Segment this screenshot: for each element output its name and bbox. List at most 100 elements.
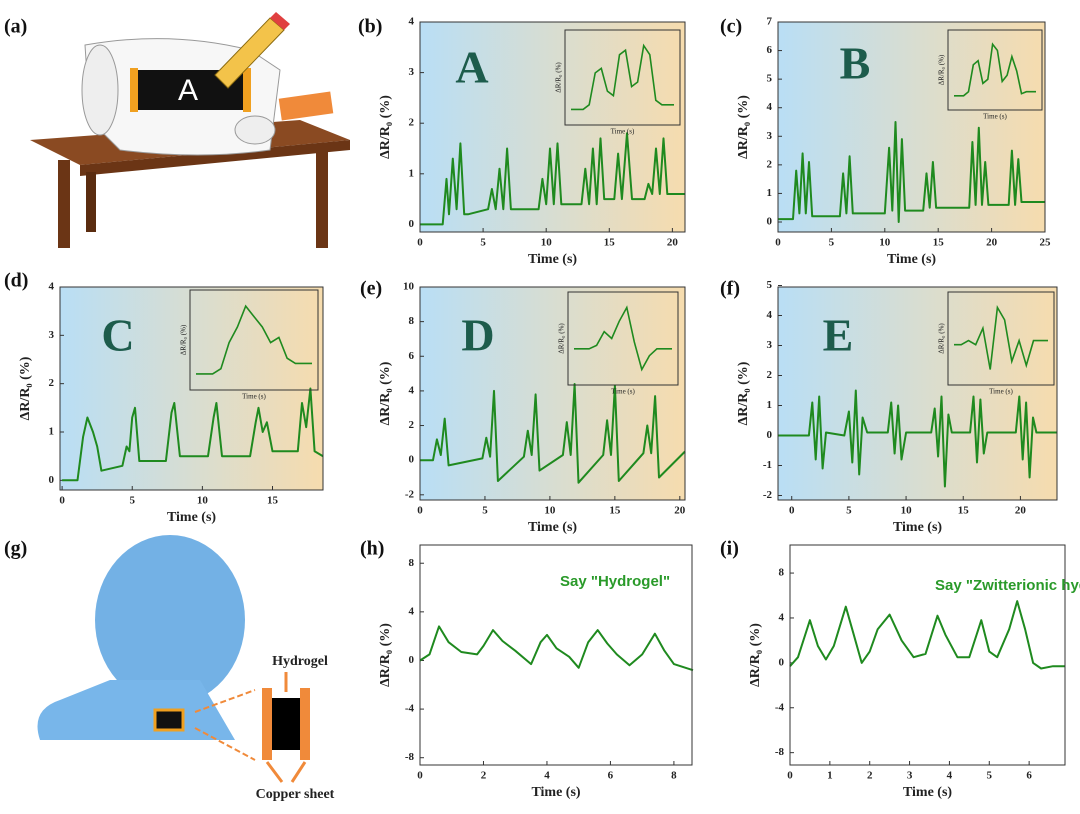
copper-sheet: [300, 688, 310, 760]
y-tick-label: 3: [409, 66, 415, 78]
arrow: [265, 761, 307, 783]
y-tick-label: -8: [775, 746, 785, 758]
x-tick-label: 8: [671, 770, 677, 782]
x-axis-label: Time (s): [528, 252, 577, 267]
x-tick-label: 5: [482, 505, 488, 517]
x-tick-label: 15: [267, 495, 279, 507]
annotation: Say "Hydrogel": [560, 573, 670, 590]
x-tick-label: 6: [608, 770, 614, 782]
panel-label: (c): [720, 16, 742, 38]
y-tick-label: -8: [405, 751, 415, 763]
x-tick-label: 5: [829, 237, 835, 249]
y-tick-label: -4: [775, 701, 785, 713]
plot-area: [420, 545, 692, 765]
panel-label: (d): [4, 270, 28, 292]
hydrogel-label: Hydrogel: [272, 654, 328, 669]
y-tick-label: -1: [763, 459, 772, 471]
inset-x-label: Time (s): [611, 388, 635, 396]
x-tick-label: 10: [544, 505, 556, 517]
annotation: B: [840, 38, 871, 89]
inset-line: [571, 43, 674, 111]
panel-label: (h): [360, 538, 384, 560]
y-tick-label: 5: [767, 73, 773, 85]
x-tick-label: 0: [417, 505, 423, 517]
neck-model: [37, 680, 235, 740]
x-tick-label: 0: [417, 770, 423, 782]
y-tick-label: 8: [409, 557, 415, 569]
x-tick-label: 2: [867, 770, 873, 782]
y-tick-label: 2: [767, 369, 773, 381]
x-tick-label: 10: [541, 237, 553, 249]
y-axis-label: ΔR/R₀ (%): [378, 361, 393, 425]
scroll-roll: [234, 115, 276, 145]
plot-frame: [419, 21, 686, 233]
x-tick-label: 0: [59, 495, 65, 507]
inset-y-label: ΔR/R₀ (%): [938, 54, 946, 85]
inset-frame: [947, 29, 1043, 111]
y-tick-label: 8: [779, 567, 785, 579]
plot-frame: [419, 544, 693, 766]
x-tick-label: 15: [609, 505, 621, 517]
x-tick-label: 5: [987, 770, 993, 782]
y-tick-label: 6: [409, 350, 415, 362]
panel-label: (g): [4, 538, 27, 560]
inset-x-label: Time (s): [611, 128, 635, 136]
annotation: D: [461, 310, 494, 361]
copper-sheet: [130, 68, 138, 112]
y-tick-label: 2: [767, 158, 773, 170]
x-tick-label: 2: [481, 770, 487, 782]
inset-frame: [189, 289, 319, 391]
illustration-g: (g) Hydrogel Copper sheet: [4, 535, 335, 802]
plot-frame: [777, 21, 1046, 233]
y-tick-label: 2: [409, 117, 415, 129]
inset-y-label: ΔR/R₀ (%): [555, 62, 563, 93]
y-tick-label: 3: [49, 329, 55, 341]
plot-area: [778, 287, 1057, 500]
x-tick-label: 3: [907, 770, 913, 782]
panel-label: (f): [720, 278, 740, 300]
inset-line: [954, 42, 1036, 97]
y-tick-label: 0: [409, 218, 415, 230]
panel-label: (e): [360, 278, 382, 300]
table-edge: [80, 140, 350, 176]
copper-sheet: [262, 688, 272, 760]
callout: [194, 689, 256, 761]
y-tick-label: 10: [403, 281, 415, 293]
y-tick-label: 2: [409, 419, 415, 431]
x-tick-label: 15: [604, 237, 616, 249]
x-tick-label: 0: [417, 237, 423, 249]
y-axis-label: ΔR/R₀ (%): [748, 623, 763, 687]
x-axis-label: Time (s): [167, 510, 216, 525]
inset-y-label: ΔR/R₀ (%): [180, 324, 188, 355]
y-tick-label: 2: [49, 377, 55, 389]
inset-x-label: Time (s): [242, 393, 266, 401]
y-tick-label: 3: [767, 339, 773, 351]
x-axis-label: Time (s): [887, 252, 936, 267]
x-tick-label: 20: [674, 505, 686, 517]
y-tick-label: 6: [767, 44, 773, 56]
y-tick-label: 1: [409, 167, 415, 179]
y-tick-label: 0: [767, 216, 773, 228]
copper-sheet: [243, 68, 251, 112]
x-axis-label: Time (s): [531, 785, 580, 800]
y-tick-label: 7: [767, 16, 773, 28]
plot-area: [420, 287, 685, 500]
panel-label: (a): [4, 16, 27, 38]
inset-line: [196, 304, 312, 375]
y-tick-label: 1: [49, 426, 55, 438]
panel-label: (i): [720, 538, 739, 560]
x-axis-label: Time (s): [528, 520, 577, 535]
x-tick-label: 10: [197, 495, 209, 507]
data-line: [789, 600, 1065, 670]
y-tick-label: 8: [409, 315, 415, 327]
y-tick-label: 4: [409, 384, 415, 396]
y-tick-label: 0: [409, 654, 415, 666]
data-line: [62, 387, 324, 482]
y-tick-label: 4: [779, 611, 785, 623]
x-tick-label: 15: [958, 505, 970, 517]
x-tick-label: 6: [1026, 770, 1032, 782]
y-axis-label: ΔR/R₀ (%): [378, 95, 393, 159]
y-axis-label: ΔR/R₀ (%): [736, 361, 751, 425]
x-tick-label: 20: [986, 237, 998, 249]
